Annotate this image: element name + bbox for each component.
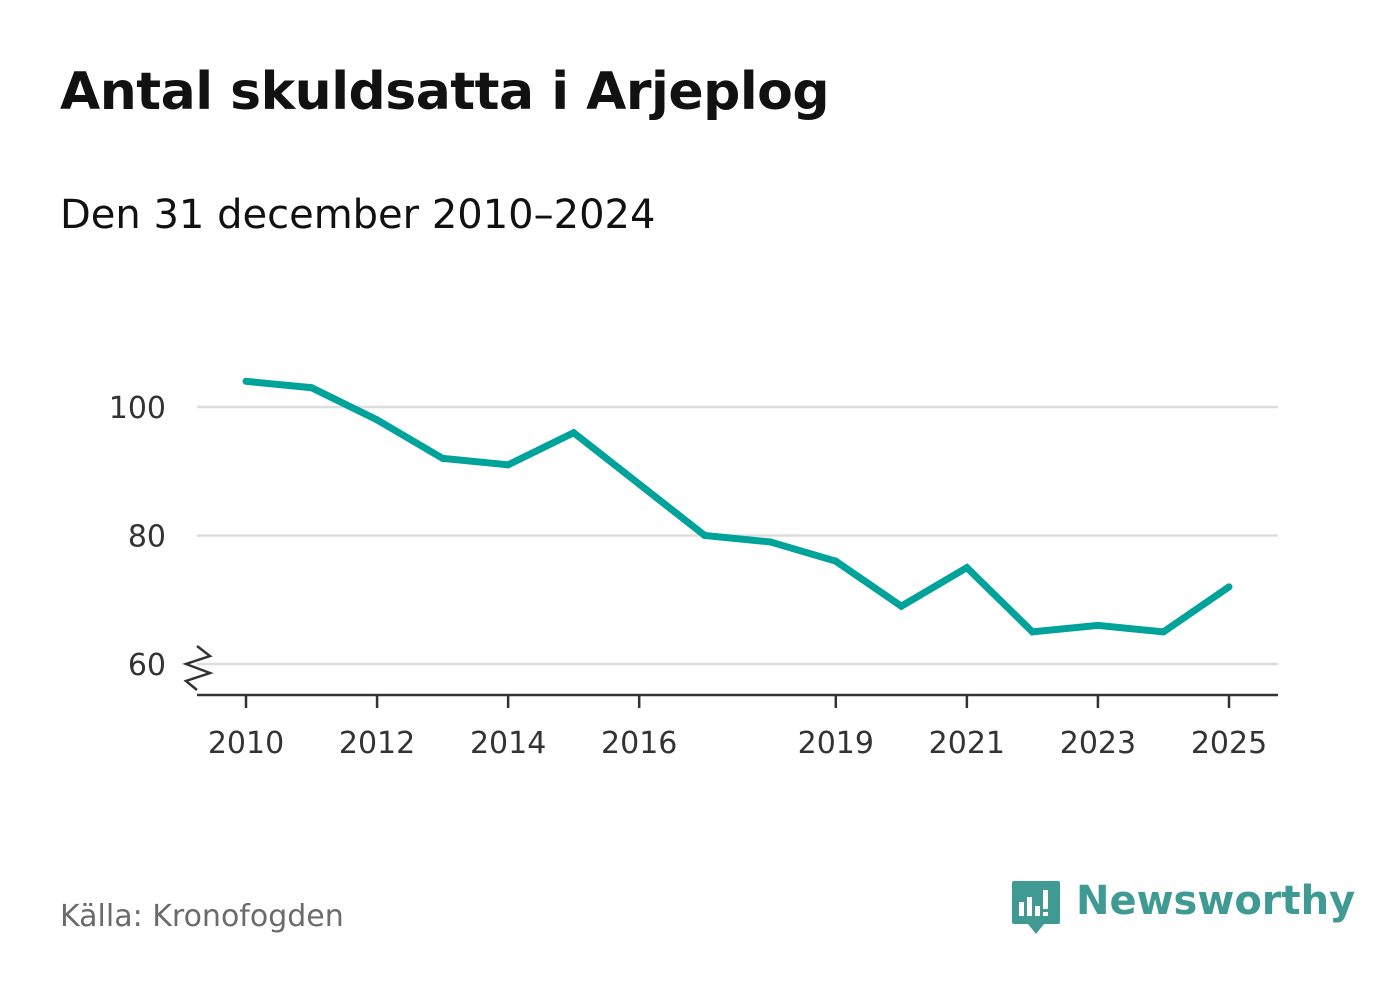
data-point-2024 bbox=[1159, 628, 1167, 636]
series-line-0 bbox=[245, 377, 1231, 636]
y-tick-label-60: 60 bbox=[128, 648, 166, 683]
data-point-2025 bbox=[1225, 583, 1233, 591]
newsworthy-logo-icon bbox=[1012, 881, 1060, 934]
data-point-2019 bbox=[832, 557, 840, 565]
y-tick-label-100: 100 bbox=[109, 391, 166, 426]
x-tick-label-2019: 2019 bbox=[798, 726, 874, 761]
data-point-2018 bbox=[766, 538, 774, 546]
data-point-2012 bbox=[373, 416, 381, 424]
newsworthy-logo: Newsworthy bbox=[1010, 878, 1355, 940]
data-point-2011 bbox=[308, 384, 316, 392]
data-point-2021 bbox=[963, 564, 971, 572]
y-axis-labels: 60 80 100 bbox=[109, 391, 166, 683]
data-point-2013 bbox=[439, 454, 447, 462]
data-point-2015 bbox=[570, 429, 578, 437]
source-note: Källa: Kronofogden bbox=[60, 899, 344, 934]
data-point-2014 bbox=[504, 461, 512, 469]
data-point-2016 bbox=[635, 480, 643, 488]
data-point-2022 bbox=[1028, 628, 1036, 636]
chart-subtitle: Den 31 december 2010–2024 bbox=[60, 192, 656, 238]
chart-title: Antal skuldsatta i Arjeplog bbox=[60, 62, 830, 122]
brand-name: Newsworthy bbox=[1076, 878, 1356, 924]
x-tick-label-2016: 2016 bbox=[601, 726, 677, 761]
x-tick-label-2014: 2014 bbox=[470, 726, 546, 761]
data-point-2010 bbox=[242, 377, 250, 385]
x-tick-label-2012: 2012 bbox=[339, 726, 415, 761]
x-tick-label-2021: 2021 bbox=[929, 726, 1005, 761]
x-axis-labels: 2010 2012 2014 2016 2019 2021 2023 2025 bbox=[208, 726, 1267, 761]
axis-break-marker bbox=[182, 645, 214, 691]
data-point-2020 bbox=[897, 602, 905, 610]
data-point-2017 bbox=[701, 532, 709, 539]
x-tick-label-2010: 2010 bbox=[208, 726, 284, 761]
series-layer bbox=[242, 377, 1233, 636]
x-axis bbox=[182, 645, 1278, 708]
y-tick-label-80: 80 bbox=[128, 520, 166, 555]
x-tick-label-2023: 2023 bbox=[1060, 726, 1136, 761]
x-tick-label-2025: 2025 bbox=[1191, 726, 1267, 761]
data-point-2023 bbox=[1094, 621, 1102, 629]
